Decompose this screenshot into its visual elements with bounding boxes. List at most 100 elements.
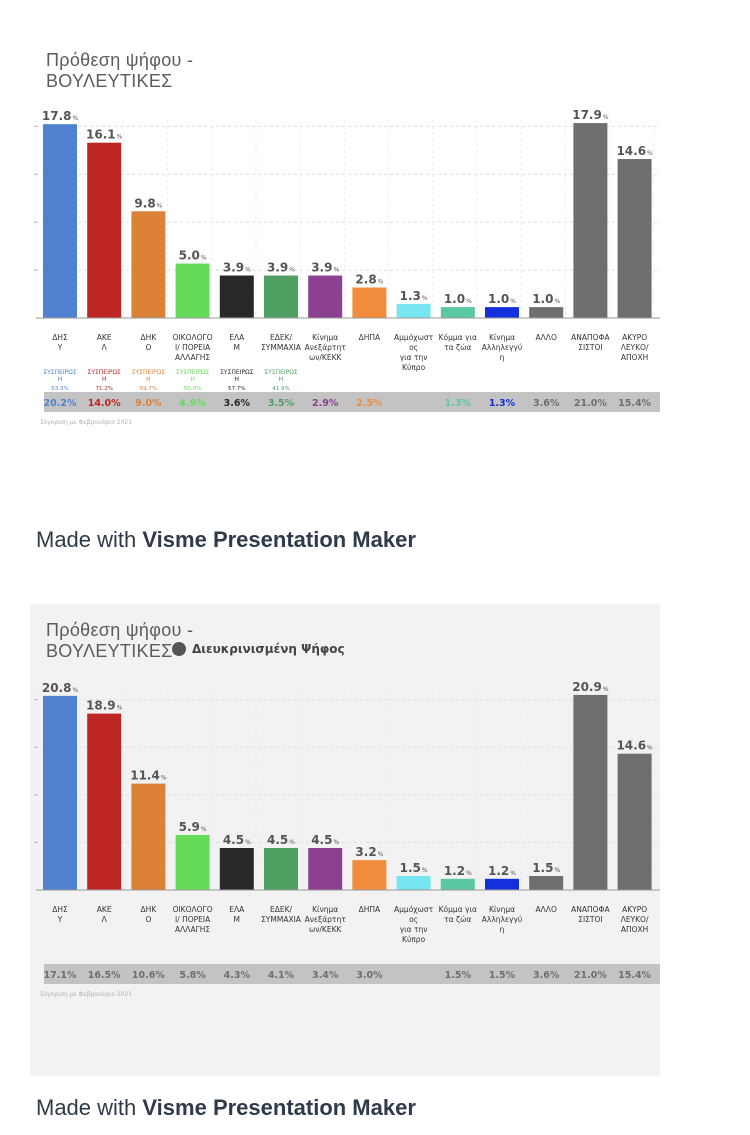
category-label: ΔΗΠΑ [359,333,381,342]
value-label: 3.9% [311,261,339,275]
bar [352,860,387,890]
category-label: Κίνημα [312,905,338,914]
bar [529,307,564,318]
footnote: Σύγκριση με Φεβρουάριο 2021 [40,991,132,998]
category-label: η [500,925,505,934]
category-label: Κόμμα για [439,905,477,914]
category-label: Κύπρο [402,935,426,944]
category-label: ος [409,343,418,352]
category-label: ΑΚΕ [97,905,112,914]
support-label: ΣΥΣΠΕΙΡΩΣ [43,369,77,376]
category-label: Ο [145,343,151,352]
value-label: 4.5% [223,833,251,847]
made-with-prefix: Made with [36,1095,137,1120]
bar [440,307,475,318]
chart-panel-1: Πρόθεση ψήφου - ΒΟΥΛΕΥΤΙΚΕΣ 17.8% ΔΗΣ Υ 16.… [30,0,660,470]
toggle-label: Διευκρινισμένη Ψήφος [192,642,345,656]
value-label: 1.5% [400,861,428,875]
comparison-value: 3.6% [533,970,560,981]
category-label: Υ [57,343,63,352]
bar [264,848,298,890]
bar [352,287,387,318]
category-label: ΔΗΣ [52,905,68,914]
category-label: ΕΛΑ [229,333,245,342]
category-label: ΕΛΑ [229,905,245,914]
comparison-value: 5.8% [179,970,206,981]
support-label: ΣΥΣΠΕΙΡΩΣ [176,369,210,376]
support-label: Η [235,376,240,383]
bar [396,303,431,318]
category-label: Κύπρο [402,363,426,372]
support-label: Η [190,376,195,383]
chart-title-line-2: ΒΟΥΛΕΥΤΙΚΕΣ [46,641,173,661]
comparison-value: 3.6% [533,398,560,409]
comparison-value: 4.9% [179,398,206,409]
category-label: ΑΚΥΡΟ [622,333,647,342]
category-label: ΣΥΜΜΑΧΙΑ [261,915,302,924]
category-label: ΑΚΕ [97,333,112,342]
category-label: Αμμόχωστ [394,333,434,342]
support-percent: 53.3% [51,386,68,392]
comparison-value: 2.5% [356,398,383,409]
made-with-footer[interactable]: Made with Visme Presentation Maker [36,1095,416,1121]
comparison-value: 20.2% [44,398,77,409]
category-label: Λ [102,343,108,352]
category-label: ΣΥΜΜΑΧΙΑ [261,343,302,352]
category-label: ΔΗΠΑ [359,905,381,914]
category-label: ΑΚΥΡΟ [622,905,647,914]
chart-title-line-1: Πρόθεση ψήφου - [46,620,194,640]
category-label: ΑΛΛΑΓΗΣ [175,925,210,934]
category-label: Κίνημα [312,333,338,342]
category-label: Κόμμα για [439,333,477,342]
comparison-value: 3.6% [224,398,251,409]
category-label: ΑΠΟΧΗ [621,353,648,362]
support-percent: 50.0% [184,386,201,392]
chart-title-line-2: ΒΟΥΛΕΥΤΙΚΕΣ [46,71,173,91]
category-label: ΔΗΣ [52,333,68,342]
value-label: 17.8% [42,110,79,123]
comparison-value: 1.5% [445,970,472,981]
made-with-brand: Visme Presentation Maker [142,527,416,552]
made-with-footer[interactable]: Made with Visme Presentation Maker [36,527,416,553]
value-label: 5.9% [179,820,207,834]
chart-title-line-1: Πρόθεση ψήφου - [46,50,194,70]
bar [485,307,519,318]
category-label: Μ [234,343,240,352]
clarified-vote-toggle[interactable]: Διευκρινισμένη Ψήφος [172,642,345,656]
value-label: 17.9% [572,110,609,122]
category-label: ΔΗΚ [141,905,158,914]
category-label: τα ζώα [444,343,471,352]
comparison-value: 4.3% [224,970,251,981]
comparison-value: 14.0% [88,398,121,409]
bar [440,878,475,890]
value-label: 5.0% [179,249,207,263]
support-label: ΣΥΣΠΕΙΡΩΣ [220,369,254,376]
category-label: για την [400,925,428,934]
comparison-value: 16.5% [88,970,121,981]
comparison-value: 21.0% [574,970,607,981]
bar [485,878,519,890]
comparison-value: 1.3% [489,398,516,409]
bar [175,263,210,318]
comparison-value: 1.3% [445,398,472,409]
value-label: 11.4% [130,769,167,783]
category-label: Ι/ ΠΟΡΕΙΑ [175,915,211,924]
category-label: Ι/ ΠΟΡΕΙΑ [175,343,211,352]
category-label: ΕΔΕΚ/ [270,905,293,914]
made-with-brand: Visme Presentation Maker [142,1095,416,1120]
category-label: ΔΗΚ [141,333,158,342]
bar [87,713,122,890]
category-label: Υ [57,915,63,924]
comparison-value: 4.1% [268,970,295,981]
comparison-value: 1.5% [489,970,516,981]
support-label: Η [279,376,284,383]
chart-panel-2: Πρόθεση ψήφου - ΒΟΥΛΕΥΤΙΚΕΣ Διευκρινισμέ… [30,604,660,1076]
category-label: Μ [234,915,240,924]
category-label: Ανεξάρτητ [305,343,347,352]
value-label: 9.8% [134,196,162,210]
bar [264,275,298,318]
made-with-prefix: Made with [36,527,137,552]
value-label: 3.9% [223,261,251,275]
